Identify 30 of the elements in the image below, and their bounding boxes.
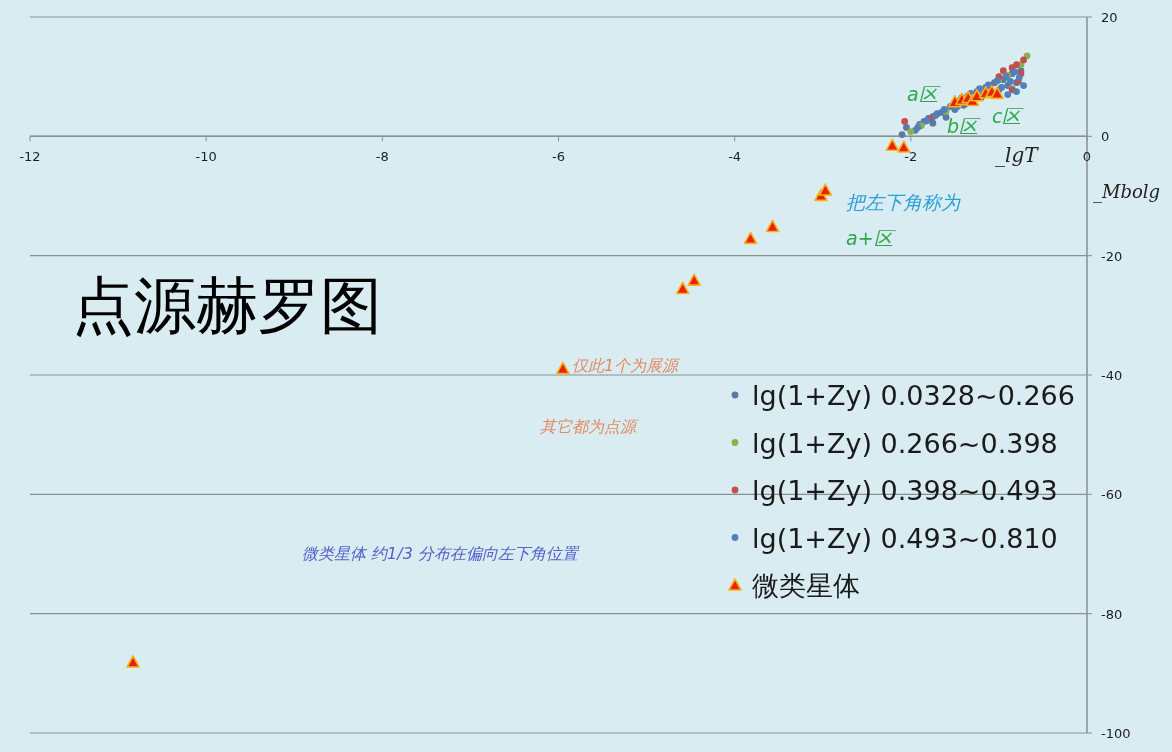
- y-tick-label: -100: [1101, 726, 1131, 741]
- annotation: b区: [947, 115, 982, 137]
- x-tick-label: -6: [552, 149, 565, 165]
- annotation: 其它都为点源: [540, 417, 639, 436]
- annotation: c区: [992, 105, 1025, 127]
- annotation: 把左下角称为: [846, 191, 961, 213]
- y-axis-title: _Mbolg: [1093, 181, 1161, 203]
- legend-label: lg(1+Zy) 0.398~0.493: [752, 475, 1058, 506]
- x-tick-label: -10: [195, 149, 217, 165]
- annotation: 仅此1个为展源: [571, 356, 682, 376]
- y-tick-label: -40: [1101, 368, 1123, 383]
- y-tick-label: 20: [1101, 10, 1118, 25]
- text: 点源赫罗图: [72, 269, 382, 342]
- x-tick-label: 0: [1082, 149, 1092, 165]
- legend-label: lg(1+Zy) 0.266~0.398: [752, 427, 1058, 459]
- annotation: a区: [907, 83, 941, 105]
- y-tick-label: 0: [1101, 129, 1110, 145]
- x-tick-label: -4: [728, 149, 742, 165]
- x-tick-label: -8: [375, 149, 389, 165]
- y-tick-label: -20: [1101, 248, 1123, 264]
- annotation: a+区: [846, 227, 896, 249]
- legend-label: 微类星体: [752, 570, 860, 601]
- x-axis-title: _lgT: [995, 143, 1040, 167]
- legend-label: lg(1+Zy) 0.0328~0.266: [752, 380, 1075, 411]
- x-tick-label: -12: [19, 149, 41, 165]
- y-tick-label: -60: [1101, 487, 1123, 503]
- y-tick-label: -80: [1101, 606, 1123, 622]
- legend-label: lg(1+Zy) 0.493~0.810: [752, 522, 1058, 554]
- annotation: 微类星体 约1/3 分布在偏向左下角位置: [302, 544, 580, 563]
- x-tick-label: -2: [904, 149, 918, 165]
